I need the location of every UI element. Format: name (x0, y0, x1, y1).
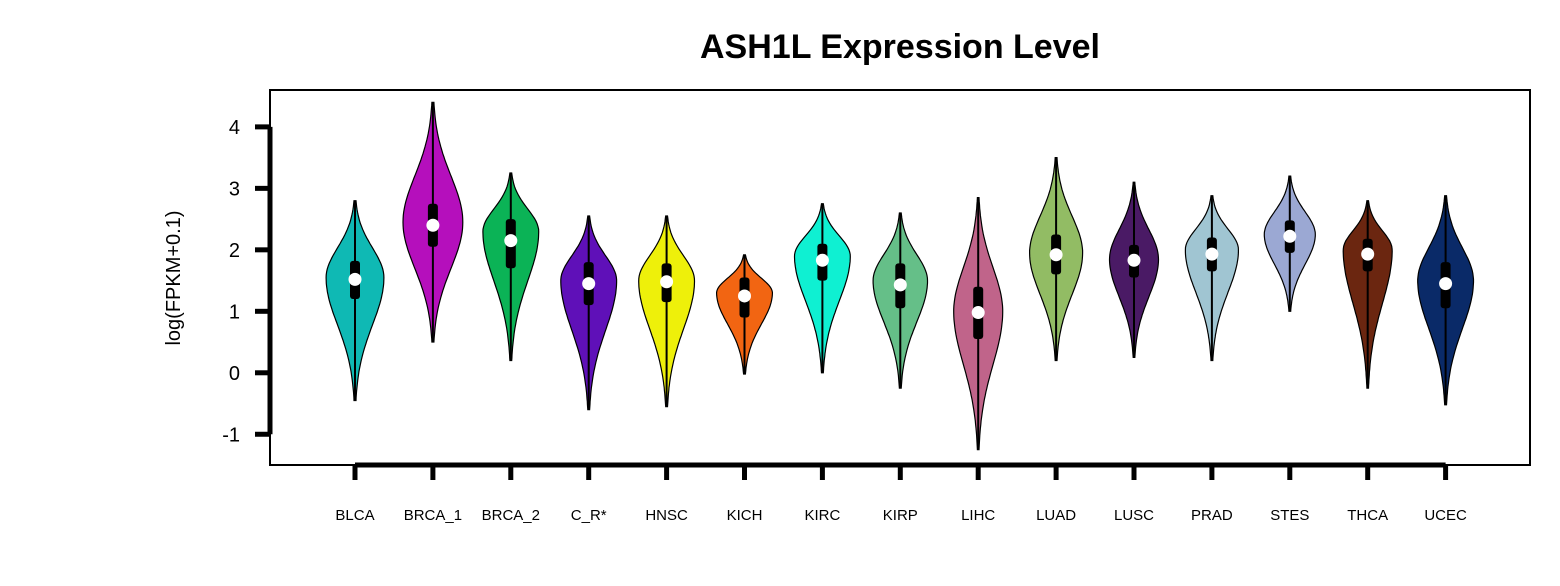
x-tick-label: BRCA_1 (404, 507, 462, 524)
violin-median (660, 275, 674, 289)
violin-luad (1029, 157, 1084, 362)
violin-c-r- (560, 215, 618, 411)
y-axis-label: log(FPKM+0.1) (163, 210, 185, 345)
violin-median (1361, 247, 1375, 261)
violin-lihc (953, 197, 1004, 451)
violin-kirp (872, 212, 929, 389)
x-tick-label: KIRC (804, 507, 840, 524)
x-tick-label: PRAD (1191, 507, 1233, 524)
y-tick-label: 4 (229, 117, 240, 139)
violin-hnsc (638, 215, 696, 408)
y-tick-label: 1 (229, 301, 240, 323)
violin-median (1439, 277, 1453, 291)
violin-median (815, 253, 829, 267)
violin-blca (325, 200, 385, 402)
chart-title: ASH1L Expression Level (700, 28, 1100, 66)
violin-median (971, 306, 985, 320)
violin-median (348, 272, 362, 286)
violin-prad (1184, 195, 1239, 362)
x-tick-label: KICH (727, 507, 763, 524)
violin-ucec (1417, 195, 1475, 406)
y-axis: -1 0 1 2 3 4 (222, 117, 273, 446)
x-axis: BLCA BRCA_1 BRCA_2 C_R* HNSC KICH KIRC KIRP LIHC… (335, 462, 1467, 524)
violin-brca-1 (402, 101, 464, 343)
y-tick-label: -1 (222, 424, 240, 446)
x-tick-label: LUAD (1036, 507, 1076, 524)
x-tick-label: HNSC (645, 507, 688, 524)
violin-kirc (793, 203, 851, 374)
violin-median (738, 289, 751, 303)
violin-median (1205, 247, 1219, 261)
y-tick-label: 2 (229, 240, 240, 262)
x-tick-label: KIRP (883, 507, 918, 524)
violins (325, 101, 1475, 451)
violin-median (426, 218, 440, 232)
x-tick-label: THCA (1347, 507, 1388, 524)
x-tick-label: LUSC (1114, 507, 1154, 524)
x-tick-label: BLCA (335, 507, 374, 524)
x-tick-label: LIHC (961, 507, 995, 524)
y-tick-label: 0 (229, 363, 240, 385)
x-tick-label: BRCA_2 (482, 507, 540, 524)
violin-median (1283, 229, 1297, 243)
violin-thca (1342, 200, 1393, 389)
violin-median (582, 277, 596, 291)
x-tick-label: UCEC (1424, 507, 1467, 524)
violin-stes (1263, 175, 1316, 312)
violin-median (504, 234, 518, 248)
x-tick-label: STES (1270, 507, 1309, 524)
violin-median (1127, 253, 1141, 267)
violin-lusc (1108, 181, 1160, 358)
y-tick-label: 3 (229, 178, 240, 200)
violin-median (893, 278, 907, 292)
violin-median (1049, 248, 1063, 262)
violin-kich (716, 254, 773, 375)
x-tick-label: C_R* (571, 507, 607, 524)
violin-brca-2 (482, 172, 540, 362)
